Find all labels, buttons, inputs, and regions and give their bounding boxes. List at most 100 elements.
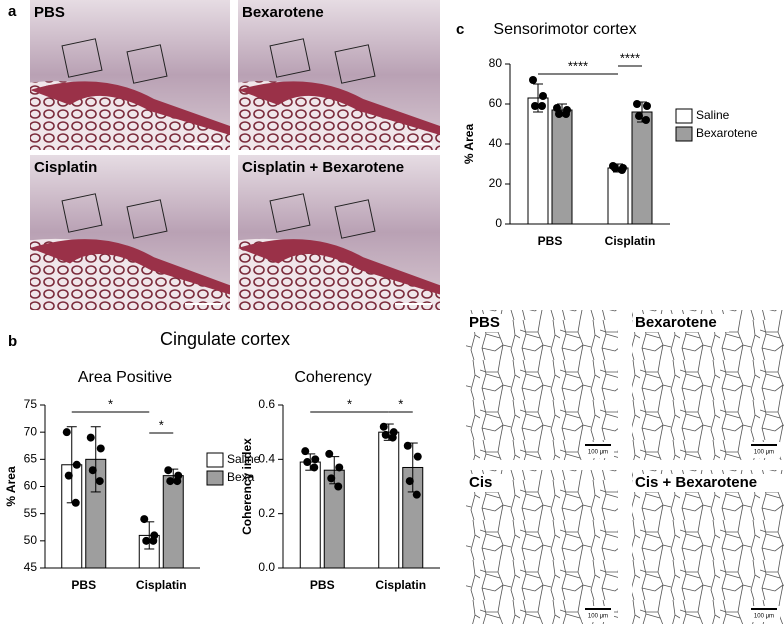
label-bg (633, 314, 729, 332)
data-point (381, 430, 390, 439)
image-label: PBS (469, 314, 500, 331)
roi-box (126, 199, 168, 239)
roi-box (61, 38, 103, 78)
data-point (64, 471, 73, 480)
roi-box (269, 38, 311, 78)
bar (378, 431, 400, 569)
y-tick-label: 80 (489, 56, 503, 70)
significance-label: **** (620, 50, 640, 65)
roi-box (126, 44, 168, 84)
x-tick-label: Cisplatin (375, 578, 426, 592)
image-label: Cis + Bexarotene (635, 474, 757, 491)
significance-label: * (108, 396, 113, 411)
label-bg (467, 314, 507, 332)
skeleton-image (632, 470, 784, 624)
data-point (88, 466, 97, 475)
image-label: Bexarotene (635, 314, 717, 331)
white-matter (238, 81, 440, 135)
legend-label: Bexa (227, 470, 255, 484)
significance-label: * (159, 417, 164, 432)
legend-swatch (206, 470, 224, 486)
y-tick-label: 0.0 (258, 560, 275, 574)
data-point (635, 112, 643, 120)
significance-label: * (347, 396, 352, 411)
data-point (173, 477, 182, 486)
skeleton-image (466, 310, 618, 460)
data-point (618, 166, 626, 174)
y-tick-label: 20 (489, 176, 503, 190)
scale-label: 100 μm (754, 614, 774, 620)
data-point (642, 116, 650, 124)
legend-label: Bexarotene (696, 126, 758, 140)
scale-label: 100 μm (588, 614, 608, 620)
section-title: Cingulate cortex (160, 329, 290, 349)
data-point (412, 490, 421, 499)
data-point (71, 498, 80, 507)
data-point (562, 110, 570, 118)
x-tick-label: Cisplatin (136, 578, 187, 592)
data-point (149, 536, 158, 545)
data-point (405, 477, 414, 486)
bar (631, 111, 653, 225)
panel-label: c (456, 21, 464, 38)
scale-label: 100 μm (588, 450, 608, 456)
data-point (334, 482, 343, 491)
y-tick-label: 0.6 (258, 397, 275, 411)
data-point (95, 477, 104, 486)
chart-title: Sensorimotor cortex (493, 21, 636, 38)
x-tick-label: PBS (71, 578, 96, 592)
scale-label: 100 μm (754, 450, 774, 456)
data-point (86, 433, 95, 442)
significance-label: **** (568, 58, 588, 73)
y-tick-label: 60 (489, 96, 503, 110)
skeleton-image (632, 310, 784, 460)
data-point (335, 463, 344, 472)
image-label: PBS (34, 4, 65, 21)
y-tick-label: 50 (24, 533, 38, 547)
white-matter (238, 239, 440, 295)
roi-box (61, 193, 103, 233)
data-point (633, 100, 641, 108)
roi-box (334, 199, 376, 239)
data-point (303, 458, 312, 467)
data-point (413, 452, 422, 461)
x-tick-label: PBS (310, 578, 335, 592)
image-label: Cisplatin (34, 159, 97, 176)
y-axis-label: % Area (4, 466, 18, 507)
x-tick-label: Cisplatin (605, 234, 656, 248)
y-tick-label: 0.4 (258, 452, 275, 466)
data-point (379, 422, 388, 431)
skeleton-image (466, 470, 618, 624)
data-point (388, 433, 397, 442)
data-point (611, 164, 619, 172)
panel-label: a (8, 3, 17, 20)
label-bg (633, 474, 783, 492)
data-point (403, 441, 412, 450)
image-label: Bexarotene (242, 4, 324, 21)
roi-box (269, 193, 311, 233)
image-label: Cisplatin + Bexarotene (242, 159, 404, 176)
y-tick-label: 0.2 (258, 506, 275, 520)
panel-label: b (8, 333, 17, 350)
y-tick-label: 55 (24, 506, 38, 520)
y-tick-label: 75 (24, 397, 38, 411)
data-point (301, 447, 310, 456)
significance-label: * (398, 396, 403, 411)
x-tick-label: PBS (538, 234, 563, 248)
y-tick-label: 40 (489, 136, 503, 150)
y-tick-label: 65 (24, 452, 38, 466)
bar (162, 475, 184, 569)
chart-title: Coherency (294, 369, 371, 386)
data-point (164, 466, 173, 475)
y-tick-label: 45 (24, 560, 38, 574)
data-point (142, 536, 151, 545)
white-matter (30, 239, 230, 295)
legend-swatch (206, 452, 224, 468)
label-bg (467, 474, 507, 492)
y-tick-label: 60 (24, 479, 38, 493)
data-point (310, 463, 319, 472)
data-point (72, 460, 81, 469)
y-tick-label: 70 (24, 424, 38, 438)
legend-label: Saline (227, 452, 261, 466)
